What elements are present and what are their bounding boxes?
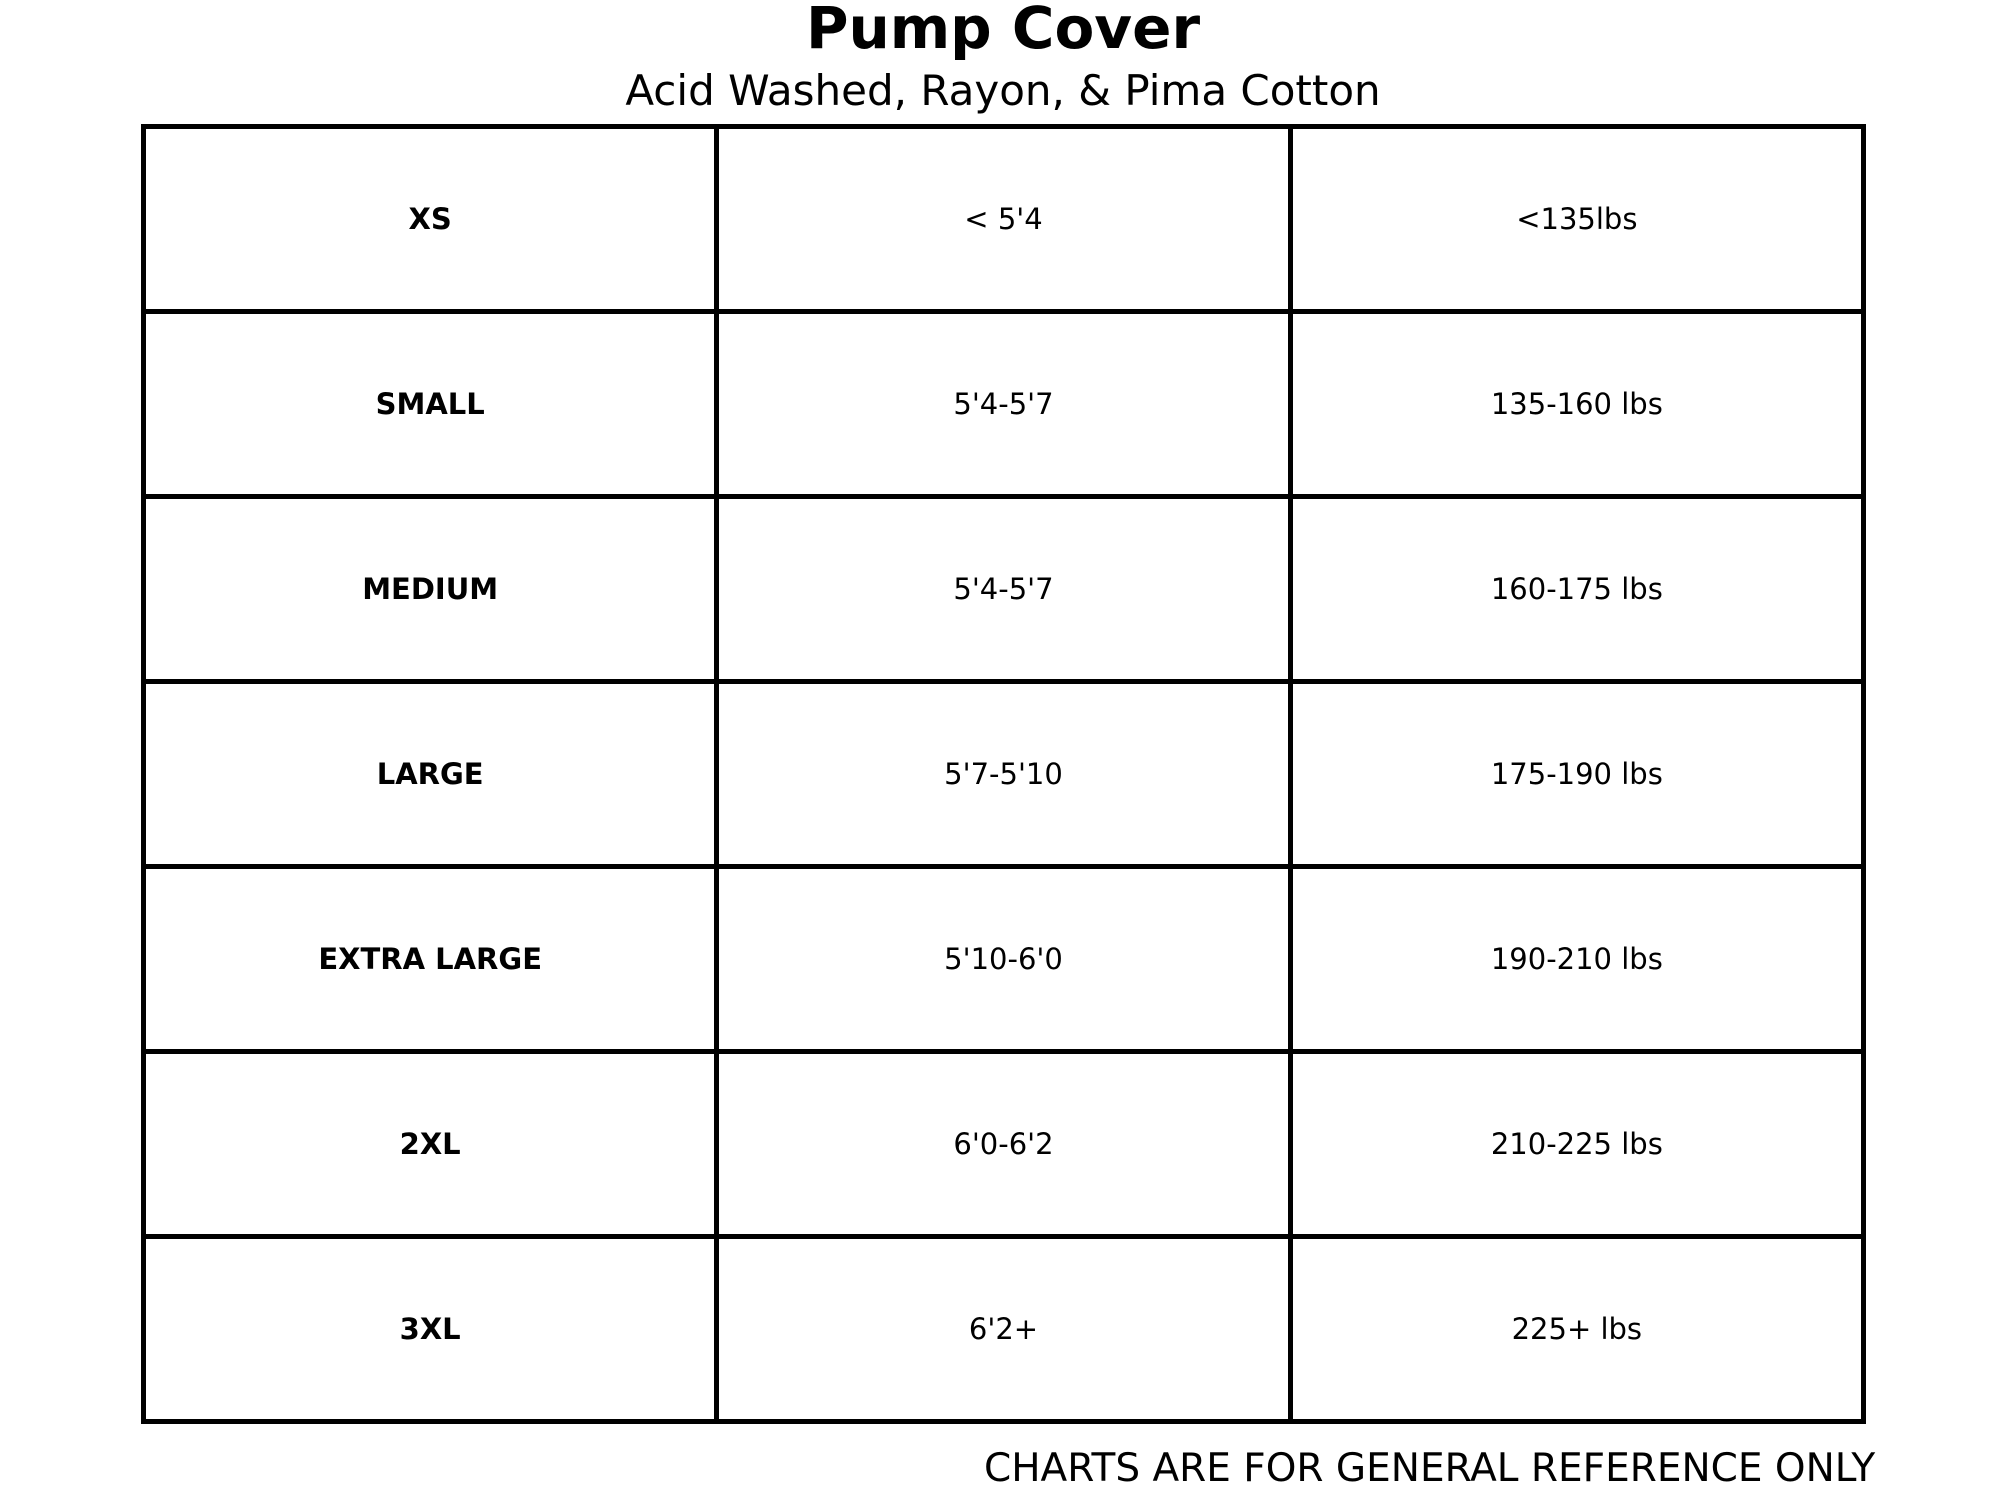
weight-cell: 160-175 lbs [1287, 494, 1867, 684]
page-subtitle: Acid Washed, Rayon, & Pima Cotton [625, 66, 1381, 115]
weight-cell: 210-225 lbs [1287, 1049, 1867, 1239]
height-cell: 5'4-5'7 [714, 309, 1293, 499]
size-cell: EXTRA LARGE [140, 864, 720, 1054]
table-row: 2XL 6'0-6'2 210-225 lbs [140, 1049, 1867, 1239]
height-cell: 6'2+ [714, 1234, 1293, 1424]
table-row: SMALL 5'4-5'7 135-160 lbs [140, 309, 1867, 499]
table-row: LARGE 5'7-5'10 175-190 lbs [140, 679, 1867, 869]
size-cell: LARGE [140, 679, 720, 869]
height-cell: 6'0-6'2 [714, 1049, 1293, 1239]
size-chart-table: XS < 5'4 <135lbs SMALL 5'4-5'7 135-160 lbs MED… [140, 124, 1867, 1424]
page-title: Pump Cover [805, 0, 1201, 62]
weight-cell: 225+ lbs [1287, 1234, 1867, 1424]
table-row: MEDIUM 5'4-5'7 160-175 lbs [140, 494, 1867, 684]
size-cell: 3XL [140, 1234, 720, 1424]
size-cell: MEDIUM [140, 494, 720, 684]
size-cell: SMALL [140, 309, 720, 499]
height-cell: < 5'4 [714, 124, 1293, 314]
size-cell: XS [140, 124, 720, 314]
height-cell: 5'7-5'10 [714, 679, 1293, 869]
height-cell: 5'10-6'0 [714, 864, 1293, 1054]
weight-cell: <135lbs [1287, 124, 1867, 314]
height-cell: 5'4-5'7 [714, 494, 1293, 684]
disclaimer: CHARTS ARE FOR GENERAL REFERENCE ONLY [984, 1446, 1876, 1491]
weight-cell: 190-210 lbs [1287, 864, 1867, 1054]
weight-cell: 175-190 lbs [1287, 679, 1867, 869]
table-row: 3XL 6'2+ 225+ lbs [140, 1234, 1867, 1424]
table-row: EXTRA LARGE 5'10-6'0 190-210 lbs [140, 864, 1867, 1054]
weight-cell: 135-160 lbs [1287, 309, 1867, 499]
table-row: XS < 5'4 <135lbs [140, 124, 1867, 314]
size-cell: 2XL [140, 1049, 720, 1239]
